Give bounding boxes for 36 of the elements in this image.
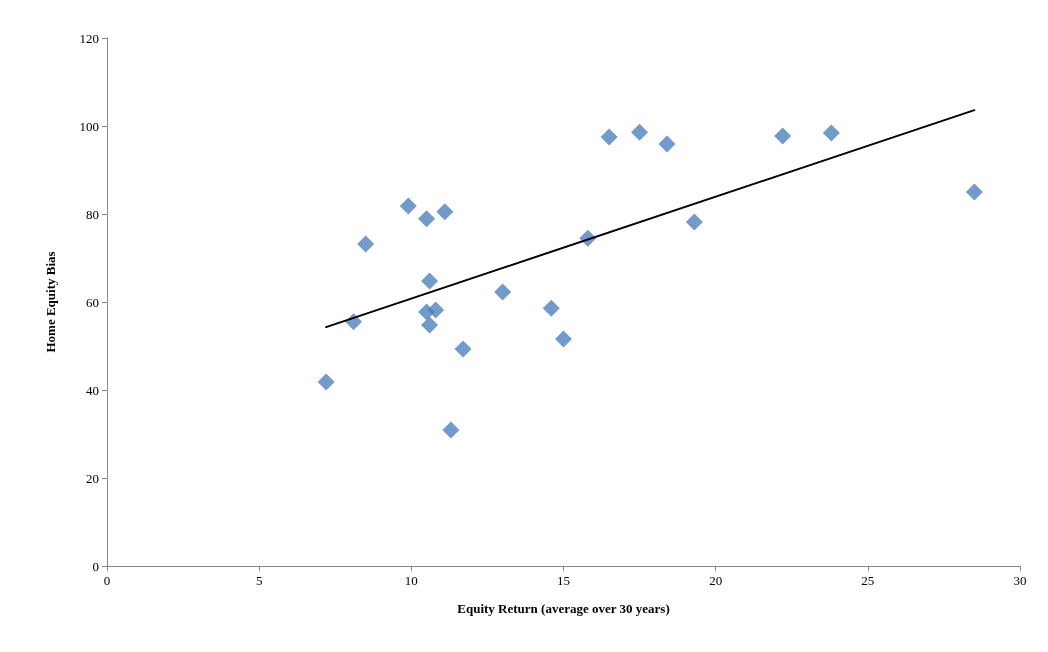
x-axis-title: Equity Return (average over 30 years) [457, 601, 670, 616]
point [427, 301, 445, 319]
point [436, 203, 454, 221]
point [421, 316, 439, 334]
x-tick-label: 0 [103, 573, 111, 588]
point [454, 340, 472, 358]
x-tick-label: 25 [861, 573, 875, 588]
y-axis-title: Home Equity Bias [43, 251, 58, 353]
y-tick-label: 40 [86, 382, 99, 398]
y-tick-label: 80 [86, 206, 99, 222]
point [421, 272, 439, 290]
y-tick-label: 20 [86, 470, 99, 486]
y-tick-label: 60 [86, 294, 99, 310]
x-tick-label: 10 [404, 573, 418, 588]
point [317, 373, 335, 391]
point [555, 330, 572, 348]
point [357, 235, 375, 253]
point [442, 421, 460, 439]
point [658, 135, 676, 153]
point [822, 124, 840, 142]
y-tick-label: 100 [79, 118, 99, 134]
point [631, 123, 649, 141]
x-tick-label: 5 [255, 573, 263, 588]
point [685, 213, 703, 231]
point [774, 127, 792, 145]
point [399, 197, 417, 215]
point [600, 128, 618, 146]
point [965, 183, 983, 201]
y-tick-label: 0 [92, 558, 99, 574]
point [494, 283, 512, 301]
x-tick-label: 20 [709, 573, 723, 588]
point [542, 299, 560, 317]
y-tick-label: 120 [79, 30, 99, 46]
x-tick-label: 30 [1013, 573, 1027, 588]
x-tick-label: 15 [557, 573, 570, 588]
point [418, 210, 436, 228]
